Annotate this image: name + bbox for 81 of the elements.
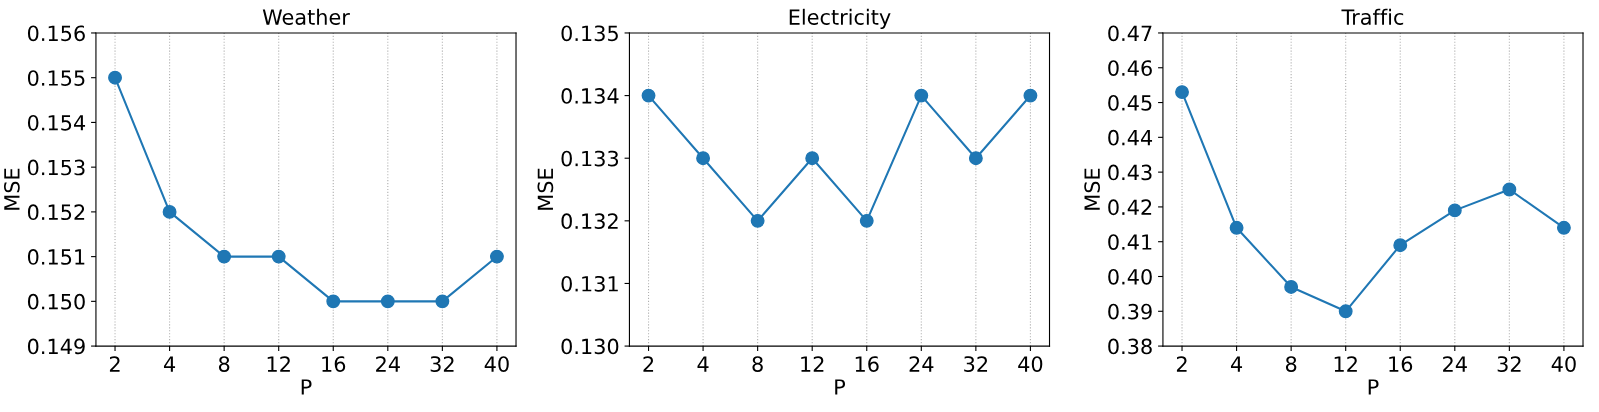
point <box>750 213 765 228</box>
chart-title: Weather <box>262 8 350 25</box>
x-tick-label: 4 <box>697 356 709 372</box>
x-tick-label: 32 <box>1497 356 1521 372</box>
y-tick-label: 0.46 <box>1108 60 1152 76</box>
x-tick-label: 24 <box>376 356 400 372</box>
x-tick-label: 2 <box>1176 356 1187 372</box>
point <box>217 249 232 264</box>
x-tick-label: 40 <box>1551 356 1576 372</box>
x-tick-label: 24 <box>909 356 934 372</box>
point <box>435 294 450 309</box>
y-tick-label: 0.41 <box>1108 234 1152 250</box>
x-tick-label: 32 <box>430 356 454 372</box>
x-axis-title: P <box>1368 379 1379 395</box>
x-tick-label: 12 <box>267 356 290 372</box>
y-tick-label: 0.153 <box>27 159 85 176</box>
point <box>162 204 177 219</box>
point <box>641 88 656 103</box>
point <box>914 88 929 103</box>
y-tick-label: 0.43 <box>1108 164 1152 181</box>
point <box>1023 88 1038 103</box>
y-tick-label: 0.45 <box>1108 95 1152 111</box>
y-tick-label: 0.135 <box>561 25 618 42</box>
point <box>489 249 504 264</box>
point <box>271 249 286 264</box>
x-tick-label: 4 <box>163 356 176 372</box>
x-tick-label: 40 <box>484 356 509 372</box>
y-tick-label: 0.39 <box>1108 303 1152 320</box>
x-tick-label: 2 <box>109 356 120 372</box>
y-axis-title: MSE <box>537 168 554 210</box>
x-tick-label: 8 <box>752 356 763 372</box>
point <box>1229 220 1244 235</box>
x-tick-label: 4 <box>1230 356 1243 372</box>
chart-title: Traffic <box>1341 8 1404 25</box>
point <box>326 294 341 309</box>
y-tick-label: 0.133 <box>561 150 619 167</box>
point <box>1393 238 1408 253</box>
y-tick-label: 0.156 <box>27 25 85 42</box>
x-tick-label: 40 <box>1018 356 1043 372</box>
point <box>1447 203 1462 218</box>
y-tick-label: 0.38 <box>1108 338 1152 355</box>
x-tick-label: 24 <box>1443 356 1467 372</box>
point <box>968 151 983 166</box>
y-tick-label: 0.132 <box>561 213 618 230</box>
y-tick-label: 0.130 <box>561 338 619 355</box>
y-tick-label: 0.47 <box>1108 25 1152 42</box>
point <box>1175 85 1189 100</box>
y-tick-label: 0.149 <box>27 338 85 355</box>
y-tick-label: 0.44 <box>1108 129 1153 146</box>
point <box>1502 182 1517 197</box>
x-tick-label: 16 <box>855 356 879 372</box>
y-tick-label: 0.42 <box>1108 199 1152 216</box>
y-tick-label: 0.151 <box>27 249 85 265</box>
x-axis-title: P <box>835 379 846 395</box>
point <box>1338 304 1353 319</box>
y-axis-title: MSE <box>1084 168 1101 210</box>
x-tick-label: 12 <box>1334 356 1357 372</box>
x-tick-label: 16 <box>1389 356 1413 372</box>
x-tick-label: 2 <box>643 356 654 372</box>
y-tick-label: 0.131 <box>561 275 618 292</box>
point <box>1556 220 1571 235</box>
point <box>380 294 395 309</box>
x-tick-label: 32 <box>964 356 988 372</box>
point <box>696 151 711 166</box>
x-axis-title: P <box>301 379 312 395</box>
y-tick-label: 0.150 <box>27 293 85 310</box>
point <box>805 151 820 166</box>
y-axis-title: MSE <box>4 168 20 210</box>
y-tick-label: 0.155 <box>27 70 85 86</box>
x-tick-label: 8 <box>218 356 230 372</box>
y-tick-label: 0.40 <box>1108 268 1152 285</box>
x-tick-label: 8 <box>1285 356 1297 372</box>
point <box>108 70 122 85</box>
x-tick-label: 16 <box>322 356 346 372</box>
y-tick-label: 0.134 <box>561 88 619 104</box>
x-tick-label: 12 <box>801 356 824 372</box>
y-tick-label: 0.154 <box>27 114 86 131</box>
point <box>1284 279 1299 294</box>
point <box>859 213 874 228</box>
chart-title: Electricity <box>789 8 891 29</box>
y-tick-label: 0.152 <box>27 204 85 221</box>
